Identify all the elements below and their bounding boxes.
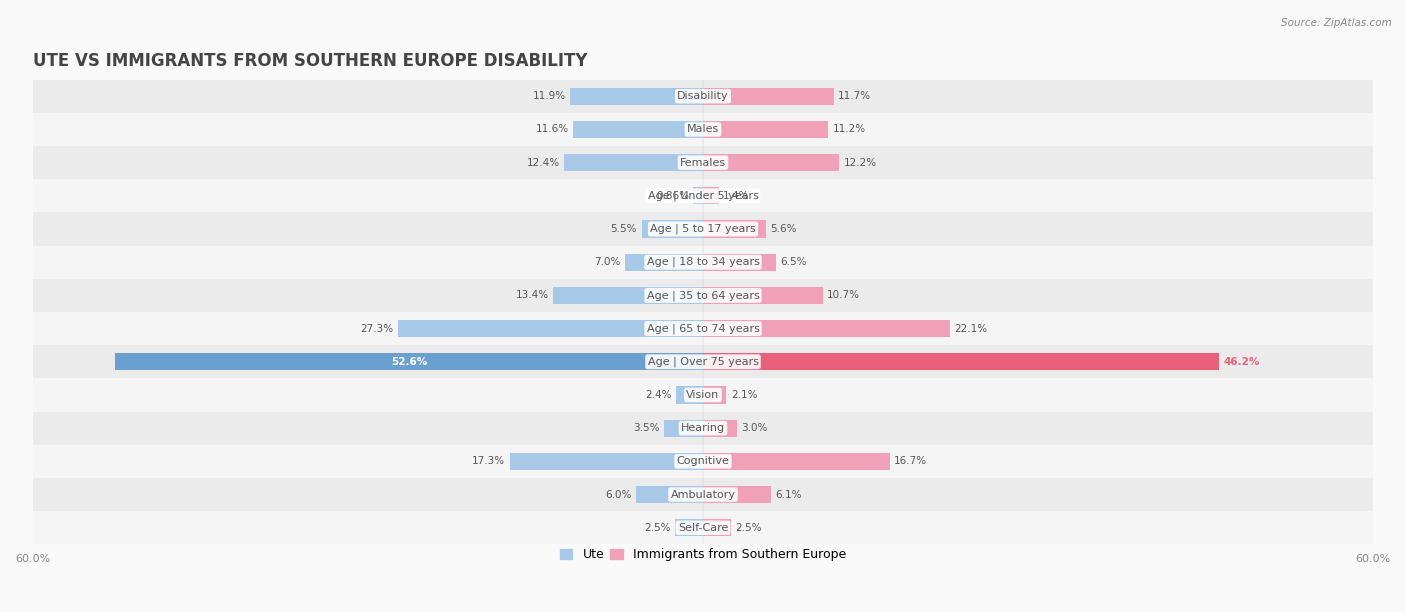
Text: 2.5%: 2.5%: [735, 523, 762, 533]
Bar: [703, 486, 770, 503]
Text: 11.6%: 11.6%: [536, 124, 569, 135]
Text: Age | Under 5 years: Age | Under 5 years: [648, 190, 758, 201]
Bar: [703, 420, 737, 437]
Bar: [32, 345, 1374, 378]
Text: Cognitive: Cognitive: [676, 457, 730, 466]
Legend: Ute, Immigrants from Southern Europe: Ute, Immigrants from Southern Europe: [555, 543, 851, 566]
Text: Disability: Disability: [678, 91, 728, 101]
Bar: [554, 287, 703, 304]
Bar: [703, 353, 1219, 370]
Bar: [675, 519, 703, 536]
Bar: [636, 486, 703, 503]
Text: 11.7%: 11.7%: [838, 91, 872, 101]
Text: Hearing: Hearing: [681, 423, 725, 433]
Bar: [398, 320, 703, 337]
Text: Vision: Vision: [686, 390, 720, 400]
Bar: [32, 478, 1374, 511]
Bar: [703, 386, 727, 404]
Text: 3.5%: 3.5%: [633, 423, 659, 433]
Bar: [624, 253, 703, 271]
Text: Age | 18 to 34 years: Age | 18 to 34 years: [647, 257, 759, 267]
Bar: [569, 88, 703, 105]
Bar: [693, 187, 703, 204]
Text: 10.7%: 10.7%: [827, 290, 860, 300]
Bar: [32, 80, 1374, 113]
Bar: [703, 187, 718, 204]
Bar: [574, 121, 703, 138]
Bar: [32, 511, 1374, 545]
Text: 22.1%: 22.1%: [955, 324, 987, 334]
Bar: [703, 287, 823, 304]
Bar: [703, 154, 839, 171]
Text: 11.9%: 11.9%: [533, 91, 565, 101]
Text: 3.0%: 3.0%: [741, 423, 768, 433]
Text: 6.0%: 6.0%: [605, 490, 631, 499]
Text: Males: Males: [688, 124, 718, 135]
Bar: [32, 312, 1374, 345]
Bar: [641, 220, 703, 237]
Text: Age | Over 75 years: Age | Over 75 years: [648, 357, 758, 367]
Text: 5.6%: 5.6%: [770, 224, 797, 234]
Text: Age | 5 to 17 years: Age | 5 to 17 years: [650, 224, 756, 234]
Text: 46.2%: 46.2%: [1223, 357, 1260, 367]
Text: 6.1%: 6.1%: [776, 490, 803, 499]
Bar: [703, 453, 890, 470]
Text: 5.5%: 5.5%: [610, 224, 637, 234]
Bar: [703, 253, 776, 271]
Bar: [703, 220, 766, 237]
Text: Ambulatory: Ambulatory: [671, 490, 735, 499]
Text: 12.4%: 12.4%: [527, 158, 560, 168]
Bar: [32, 412, 1374, 445]
Bar: [703, 519, 731, 536]
Bar: [115, 353, 703, 370]
Text: 1.4%: 1.4%: [723, 191, 749, 201]
Text: 0.86%: 0.86%: [657, 191, 689, 201]
Bar: [510, 453, 703, 470]
Bar: [664, 420, 703, 437]
Text: 2.1%: 2.1%: [731, 390, 758, 400]
Text: 11.2%: 11.2%: [832, 124, 866, 135]
Bar: [564, 154, 703, 171]
Text: 12.2%: 12.2%: [844, 158, 877, 168]
Text: 27.3%: 27.3%: [360, 324, 394, 334]
Bar: [32, 179, 1374, 212]
Bar: [703, 121, 828, 138]
Bar: [32, 212, 1374, 245]
Text: Age | 65 to 74 years: Age | 65 to 74 years: [647, 323, 759, 334]
Bar: [32, 445, 1374, 478]
Text: UTE VS IMMIGRANTS FROM SOUTHERN EUROPE DISABILITY: UTE VS IMMIGRANTS FROM SOUTHERN EUROPE D…: [32, 52, 588, 70]
Text: 2.5%: 2.5%: [644, 523, 671, 533]
Bar: [32, 245, 1374, 279]
Bar: [32, 113, 1374, 146]
Text: Females: Females: [681, 158, 725, 168]
Bar: [32, 378, 1374, 412]
Bar: [676, 386, 703, 404]
Text: 16.7%: 16.7%: [894, 457, 927, 466]
Text: 13.4%: 13.4%: [516, 290, 548, 300]
Text: 2.4%: 2.4%: [645, 390, 672, 400]
Text: Source: ZipAtlas.com: Source: ZipAtlas.com: [1281, 18, 1392, 28]
Bar: [703, 88, 834, 105]
Text: 17.3%: 17.3%: [472, 457, 505, 466]
Text: 6.5%: 6.5%: [780, 257, 807, 267]
Text: Age | 35 to 64 years: Age | 35 to 64 years: [647, 290, 759, 300]
Text: Self-Care: Self-Care: [678, 523, 728, 533]
Bar: [32, 146, 1374, 179]
Bar: [32, 279, 1374, 312]
Bar: [703, 320, 950, 337]
Text: 52.6%: 52.6%: [391, 357, 427, 367]
Text: 7.0%: 7.0%: [593, 257, 620, 267]
